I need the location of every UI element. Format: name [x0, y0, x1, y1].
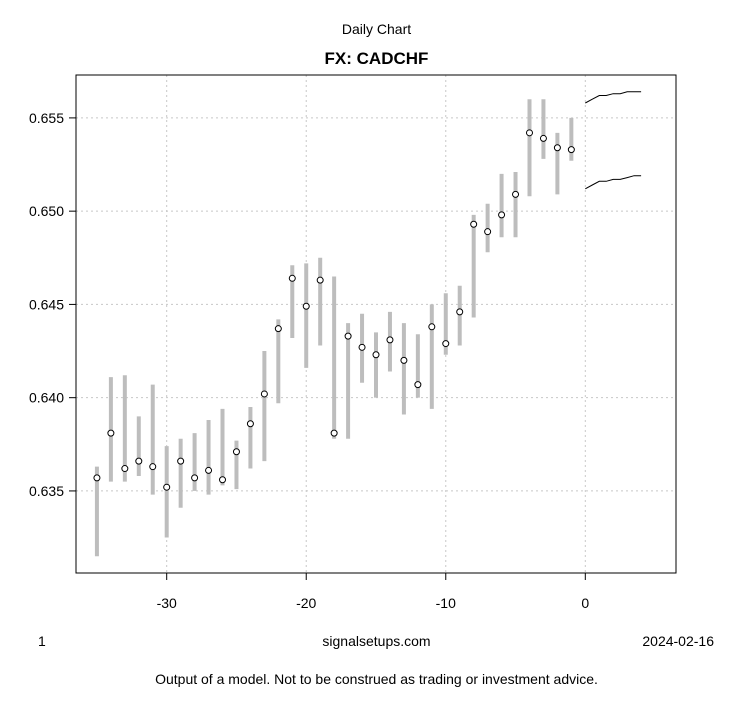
close-marker: [274, 325, 282, 333]
close-marker: [260, 390, 268, 398]
close-marker: [135, 457, 143, 465]
close-marker: [177, 457, 185, 465]
x-tick-label: -10: [436, 595, 456, 611]
close-marker: [567, 146, 575, 154]
close-marker: [428, 323, 436, 331]
close-marker: [163, 483, 171, 491]
close-marker: [372, 351, 380, 359]
close-marker: [553, 144, 561, 152]
close-marker: [400, 356, 408, 364]
chart-subtitle: Daily Chart: [341, 21, 412, 37]
close-marker: [470, 220, 478, 228]
close-marker: [525, 129, 533, 137]
close-marker: [302, 302, 310, 310]
y-tick-label: 0.650: [29, 203, 64, 219]
close-marker: [191, 474, 199, 482]
close-marker: [219, 476, 227, 484]
close-marker: [344, 332, 352, 340]
plot-frame: [75, 74, 677, 574]
y-tick-label: 0.635: [29, 483, 64, 499]
y-tick-label: 0.655: [29, 110, 64, 126]
axes: -30 -20 -10 0 0.635 0.640 0.645 0.650 0.655: [29, 110, 589, 611]
x-tick-label: -20: [296, 595, 316, 611]
close-marker: [316, 276, 324, 284]
close-marker: [246, 420, 254, 428]
close-marker: [456, 308, 464, 316]
footer-date: 2024-02-16: [642, 633, 714, 649]
close-markers: [93, 129, 575, 491]
close-marker: [414, 381, 422, 389]
disclaimer: Output of a model. Not to be construed a…: [155, 671, 598, 687]
close-marker: [498, 211, 506, 219]
close-marker: [107, 429, 115, 437]
close-marker: [205, 466, 213, 474]
footer-source: signalsetups.com: [322, 633, 431, 649]
grid-lines: [76, 75, 676, 573]
close-marker: [539, 134, 547, 142]
forecast-upper-line: [585, 91, 642, 104]
close-marker: [330, 429, 338, 437]
forecast-band: [585, 91, 642, 190]
x-tick-label: 0: [581, 595, 589, 611]
close-marker: [149, 463, 157, 471]
close-marker: [121, 465, 129, 473]
close-marker: [288, 274, 296, 282]
y-tick-label: 0.645: [29, 296, 64, 312]
close-marker: [93, 474, 101, 482]
footer-page-number: 1: [38, 633, 46, 649]
chart-title: FX: CADCHF: [324, 49, 429, 68]
close-marker: [232, 448, 240, 456]
x-tick-label: -30: [157, 595, 177, 611]
range-bars: [94, 99, 574, 557]
forecast-lower-line: [585, 175, 642, 190]
close-marker: [484, 228, 492, 236]
close-marker: [358, 343, 366, 351]
close-marker: [442, 340, 450, 348]
close-marker: [386, 336, 394, 344]
y-tick-label: 0.640: [29, 390, 64, 406]
close-marker: [512, 190, 520, 198]
